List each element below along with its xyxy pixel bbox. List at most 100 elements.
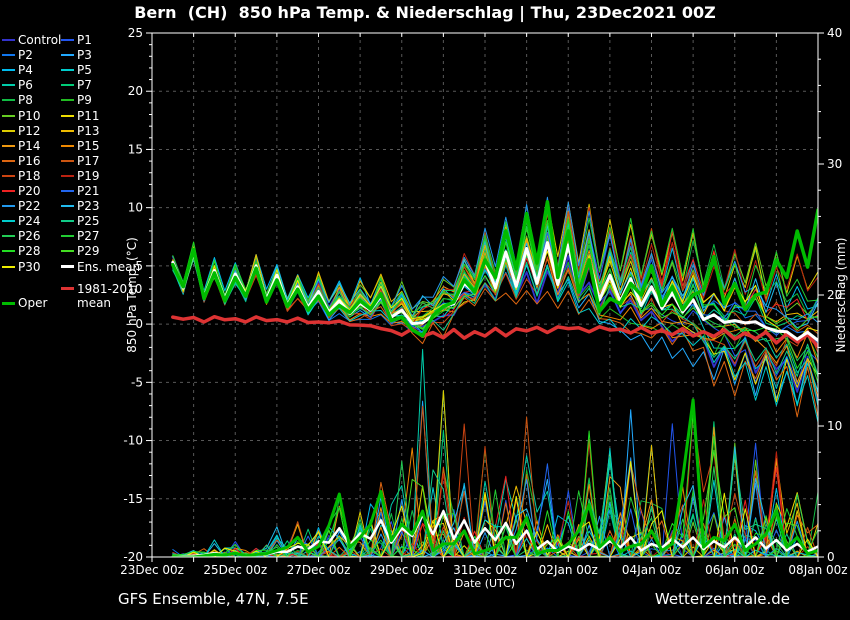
legend-item-oper: Oper bbox=[2, 296, 47, 310]
legend-item-oper-label: Oper bbox=[18, 296, 48, 310]
legend-item-p20-label: P20 bbox=[18, 184, 41, 198]
legend-item-p26-label: P26 bbox=[18, 229, 41, 244]
legend-item-p22: P22 bbox=[2, 199, 41, 213]
legend-item-p5: P5 bbox=[61, 63, 92, 77]
legend-item-p22-label: P22 bbox=[18, 199, 41, 214]
legend-item-p24-label: P24 bbox=[18, 214, 41, 229]
y-left-tick-label: -20 bbox=[123, 550, 143, 564]
legend-item-p1: P1 bbox=[61, 33, 92, 47]
legend-item-p6-swatch bbox=[2, 84, 15, 87]
legend-item-p3-swatch bbox=[61, 54, 74, 57]
legend-item-p10: P10 bbox=[2, 109, 41, 123]
legend-item-p25: P25 bbox=[61, 214, 100, 228]
legend-item-p2-swatch bbox=[2, 54, 15, 57]
legend-item-p18-label: P18 bbox=[18, 168, 41, 183]
x-tick-label: 04Jan 00z bbox=[622, 563, 681, 577]
legend-item-p25-label: P25 bbox=[77, 214, 100, 229]
legend-item-p26-swatch bbox=[2, 235, 15, 238]
legend-item-p20-swatch bbox=[2, 190, 15, 192]
legend-item-p7-swatch bbox=[61, 84, 74, 87]
legend-item-p27: P27 bbox=[61, 229, 100, 243]
legend-item-p27-label: P27 bbox=[77, 229, 100, 244]
series-climate-mean bbox=[171, 314, 818, 349]
series-oper-temp bbox=[171, 200, 818, 338]
legend-item-p24: P24 bbox=[2, 214, 41, 228]
legend-item-p30-swatch bbox=[2, 265, 15, 268]
series-precip-p21 bbox=[172, 463, 818, 557]
legend-item-p8-swatch bbox=[2, 99, 15, 102]
legend-item-p17-label: P17 bbox=[77, 153, 100, 168]
legend-item-p5-swatch bbox=[61, 69, 74, 72]
legend-item-p18: P18 bbox=[2, 169, 41, 183]
legend-item-p23-label: P23 bbox=[77, 199, 100, 214]
legend-item-p1-label: P1 bbox=[77, 33, 92, 47]
series-precip-p18 bbox=[172, 414, 818, 557]
legend-item-p23-swatch bbox=[61, 205, 74, 208]
legend-item-p16-swatch bbox=[2, 159, 15, 162]
legend-item-p4-swatch bbox=[2, 69, 15, 72]
legend-item-p29-label: P29 bbox=[77, 244, 100, 259]
chart-title: Bern (CH) 850 hPa Temp. & Niederschlag |… bbox=[134, 3, 716, 22]
series-oper-precip bbox=[171, 398, 818, 557]
legend-item-p9-label: P9 bbox=[77, 93, 92, 108]
legend-item-p30: P30 bbox=[2, 260, 41, 274]
legend-item-p21-swatch bbox=[61, 190, 74, 192]
legend-item-p13-label: P13 bbox=[77, 123, 100, 138]
legend-item-p1-swatch bbox=[61, 39, 74, 41]
legend-item-ens-mean-label: Ens. mean bbox=[77, 259, 141, 274]
legend-item-p18-swatch bbox=[2, 174, 15, 177]
y-left-tick-label: 10 bbox=[128, 201, 143, 215]
x-tick-label: 08Jan 00z bbox=[788, 563, 847, 577]
x-tick-label: 31Dec 00z bbox=[453, 563, 517, 577]
y-left-axis-label: 850 hPa Temp. (°C) bbox=[125, 237, 139, 353]
legend-item-ens-mean: Ens. mean bbox=[61, 260, 140, 274]
legend-item-p22-swatch bbox=[2, 205, 15, 208]
model-info-text: GFS Ensemble, 47N, 7.5E bbox=[118, 590, 309, 608]
legend-item-p15-swatch bbox=[61, 144, 74, 147]
legend-item-p21-label: P21 bbox=[77, 184, 100, 198]
series-ens-mean-precip bbox=[171, 509, 818, 557]
legend-item-p24-swatch bbox=[2, 220, 15, 223]
legend-item-p4-label: P4 bbox=[18, 63, 33, 78]
legend-item-p17-swatch bbox=[61, 159, 74, 162]
legend-item-p3: P3 bbox=[61, 48, 92, 62]
legend-item-p17: P17 bbox=[61, 154, 100, 168]
legend-item-p12: P12 bbox=[2, 124, 41, 138]
legend-item-p25-swatch bbox=[61, 220, 74, 223]
legend-item-p11: P11 bbox=[61, 109, 100, 123]
legend-item-climate-mean-label: 1981-2010 mean bbox=[77, 282, 143, 310]
series-precip-p29 bbox=[172, 449, 818, 557]
y-left-tick-label: 25 bbox=[128, 26, 143, 40]
y-left-tick-label: -15 bbox=[123, 492, 143, 506]
legend-item-p27-swatch bbox=[61, 235, 74, 238]
series-precip-p28 bbox=[172, 412, 818, 557]
y-left-tick-label: 5 bbox=[135, 259, 143, 273]
site-credit-text: Wetterzentrale.de bbox=[654, 590, 790, 608]
legend-item-p29-swatch bbox=[61, 250, 74, 253]
legend-item-p4: P4 bbox=[2, 63, 33, 77]
legend-item-p12-swatch bbox=[2, 129, 15, 132]
y-left-tick-label: 15 bbox=[128, 142, 143, 156]
legend-item-p8-label: P8 bbox=[18, 93, 33, 108]
series-precip-p16 bbox=[172, 439, 818, 557]
legend-item-p8: P8 bbox=[2, 93, 33, 107]
legend-item-p15-label: P15 bbox=[77, 138, 100, 153]
legend-item-p11-swatch bbox=[61, 114, 74, 117]
legend-item-p19: P19 bbox=[61, 169, 100, 183]
legend-item-p29: P29 bbox=[61, 244, 100, 258]
legend-item-climate-mean-swatch bbox=[61, 287, 74, 290]
legend-item-p19-label: P19 bbox=[77, 168, 100, 183]
y-right-tick-label: 40 bbox=[827, 26, 842, 40]
legend-item-p14: P14 bbox=[2, 139, 41, 153]
series-temp-p12 bbox=[172, 200, 818, 321]
series-precip-p30 bbox=[172, 461, 818, 557]
legend-item-p23: P23 bbox=[61, 199, 100, 213]
x-tick-label: 29Dec 00z bbox=[370, 563, 434, 577]
legend-item-p14-label: P14 bbox=[18, 138, 41, 153]
legend-item-p3-label: P3 bbox=[77, 48, 92, 63]
legend-item-climate-mean: 1981-2010 mean bbox=[61, 282, 142, 310]
legend-item-ens-mean-swatch bbox=[61, 265, 74, 268]
legend-item-p10-swatch bbox=[2, 114, 15, 117]
legend-item-p15: P15 bbox=[61, 139, 100, 153]
y-right-tick-label: 10 bbox=[827, 419, 842, 433]
